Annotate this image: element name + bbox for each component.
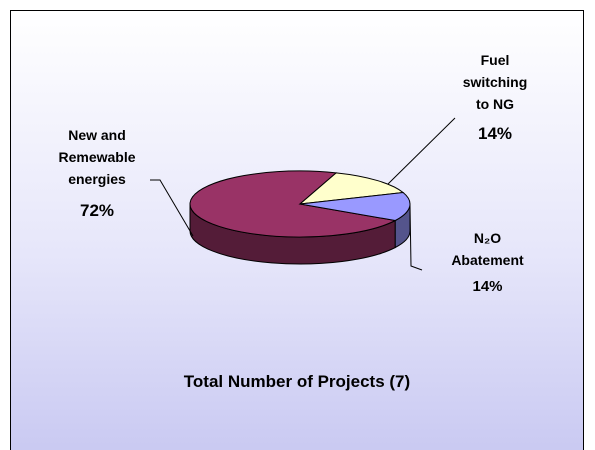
slice-label: N₂O Abatement — [451, 230, 524, 268]
slice-label: New and Remewable energies — [58, 127, 136, 187]
leader-line — [387, 117, 456, 185]
leader-line — [150, 179, 194, 237]
slice-value-label: 14% — [477, 124, 513, 143]
slice-label: Fuel switching to NG — [462, 52, 528, 112]
slice-value-label: 14% — [472, 278, 503, 295]
pie — [189, 170, 411, 265]
leader-line — [409, 204, 423, 271]
slice-value-label: 72% — [79, 201, 115, 220]
slice — [189, 170, 397, 238]
slice — [298, 172, 405, 205]
chart-title: Total Number of Projects (7) — [183, 372, 411, 391]
